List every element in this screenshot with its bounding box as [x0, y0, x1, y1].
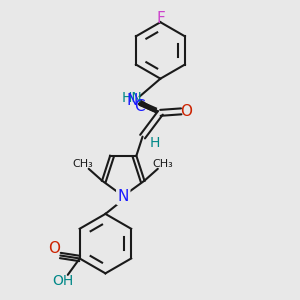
- Text: F: F: [156, 11, 165, 26]
- Text: N: N: [118, 189, 129, 204]
- Text: O: O: [180, 104, 192, 119]
- Text: HN: HN: [122, 91, 142, 105]
- Text: O: O: [48, 241, 60, 256]
- Text: CH₃: CH₃: [152, 159, 173, 169]
- Text: N: N: [127, 94, 138, 109]
- Text: H: H: [149, 136, 160, 150]
- Text: OH: OH: [53, 274, 74, 288]
- Text: C: C: [134, 99, 145, 114]
- Text: CH₃: CH₃: [72, 159, 93, 169]
